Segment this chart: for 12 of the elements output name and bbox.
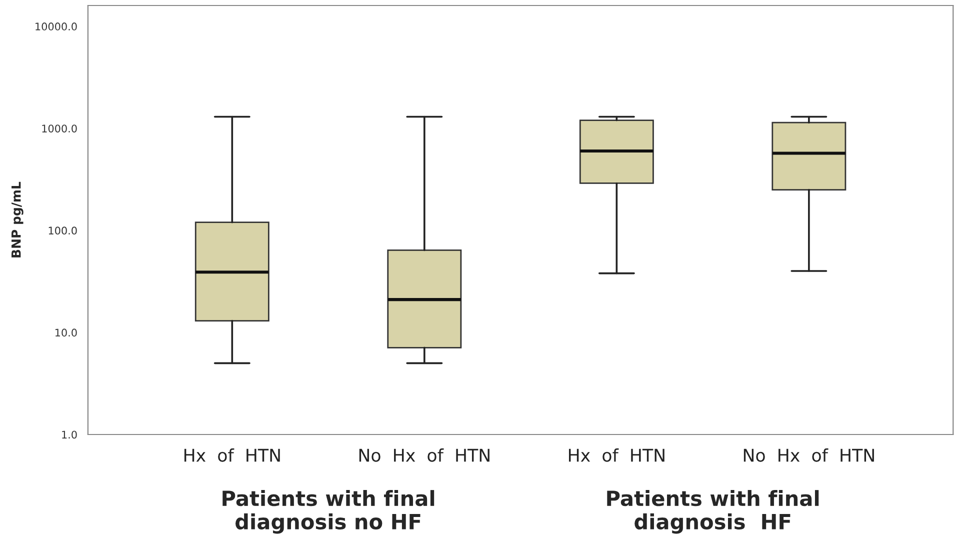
x-tick-label: No Hx of HTN <box>359 448 490 462</box>
y-tick-label: 1.0 <box>62 430 77 439</box>
y-axis-title: BNP pg/mL <box>12 182 24 258</box>
x-tick-label: No Hx of HTN <box>744 448 874 462</box>
y-tick-label: 1000.0 <box>42 124 77 132</box>
x-tick-label: Hx of HTN <box>184 448 280 462</box>
y-tick-label: 10000.0 <box>36 22 77 30</box>
y-tick-label: 100.0 <box>48 226 77 235</box>
x-tick-label: Hx of HTN <box>568 448 664 462</box>
text: Patients with final diagnosis no HF <box>222 490 434 534</box>
text: Patients with final diagnosis HF <box>607 490 819 534</box>
y-tick-label: 10.0 <box>55 328 77 337</box>
